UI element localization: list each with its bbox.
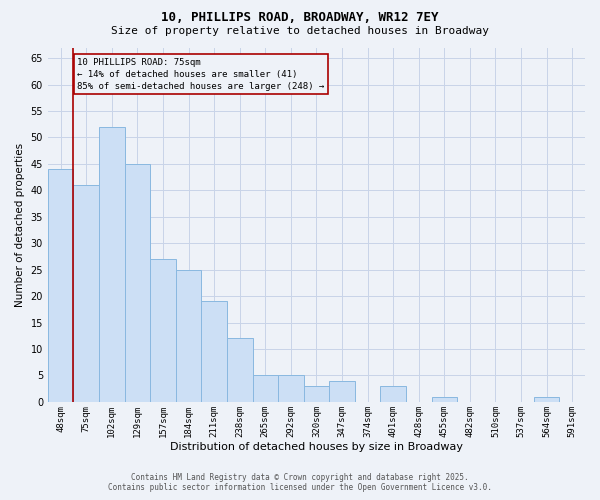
Y-axis label: Number of detached properties: Number of detached properties <box>15 142 25 307</box>
Bar <box>304 386 329 402</box>
Bar <box>534 396 559 402</box>
Text: Size of property relative to detached houses in Broadway: Size of property relative to detached ho… <box>111 26 489 36</box>
Bar <box>202 302 227 402</box>
Bar <box>48 169 73 402</box>
Text: 10, PHILLIPS ROAD, BROADWAY, WR12 7EY: 10, PHILLIPS ROAD, BROADWAY, WR12 7EY <box>161 11 439 24</box>
Text: 10 PHILLIPS ROAD: 75sqm
← 14% of detached houses are smaller (41)
85% of semi-de: 10 PHILLIPS ROAD: 75sqm ← 14% of detache… <box>77 58 325 90</box>
Bar <box>253 376 278 402</box>
Text: Contains HM Land Registry data © Crown copyright and database right 2025.
Contai: Contains HM Land Registry data © Crown c… <box>108 472 492 492</box>
Bar <box>227 338 253 402</box>
Bar <box>176 270 202 402</box>
Bar <box>99 127 125 402</box>
Bar <box>73 185 99 402</box>
Bar <box>380 386 406 402</box>
Bar <box>431 396 457 402</box>
X-axis label: Distribution of detached houses by size in Broadway: Distribution of detached houses by size … <box>170 442 463 452</box>
Bar <box>150 259 176 402</box>
Bar <box>329 381 355 402</box>
Bar <box>125 164 150 402</box>
Bar <box>278 376 304 402</box>
